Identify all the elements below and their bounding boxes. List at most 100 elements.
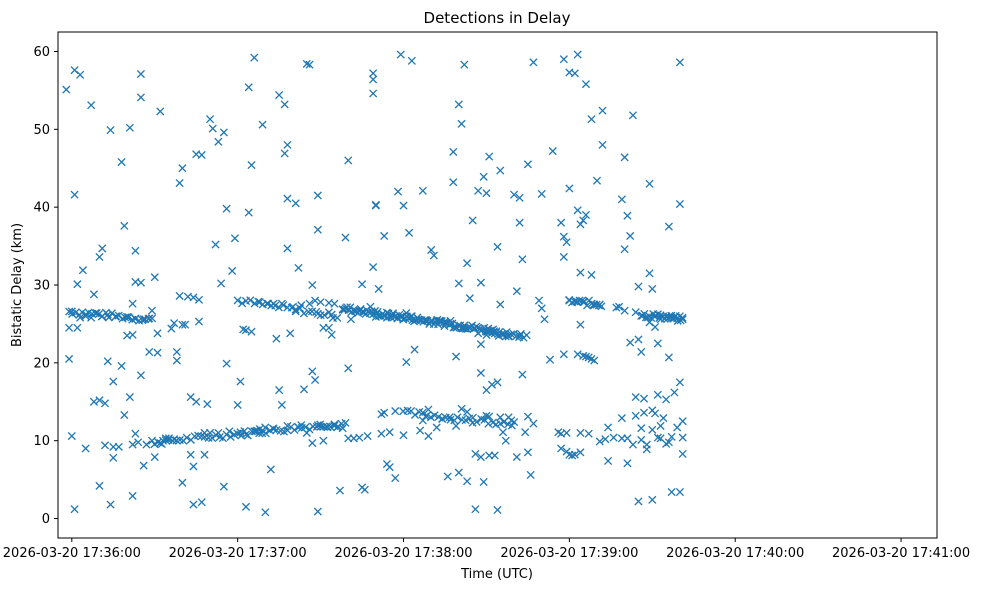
data-point (628, 111, 638, 120)
data-point (255, 429, 264, 438)
data-point (612, 303, 621, 312)
data-point (141, 315, 150, 324)
data-point (172, 356, 181, 365)
data-point (416, 426, 425, 435)
data-point (175, 178, 184, 188)
data-point (70, 505, 79, 514)
data-point (136, 69, 145, 79)
data-point (280, 149, 289, 158)
data-point (247, 161, 256, 170)
data-point (205, 115, 215, 124)
x-axis: 2026-03-20 17:36:00 2026-03-20 17:37:00 20… (3, 538, 970, 561)
data-point (427, 245, 436, 255)
data-point (189, 500, 198, 509)
data-point (639, 394, 649, 403)
y-tick-label: 0 (42, 512, 50, 527)
data-point (167, 324, 176, 333)
data-point (104, 313, 113, 322)
data-point (634, 497, 643, 506)
data-point (534, 296, 544, 305)
data-point (490, 451, 499, 460)
data-point (399, 431, 408, 440)
data-point (294, 263, 303, 272)
data-point (335, 486, 345, 495)
data-point (341, 233, 350, 242)
data-point (522, 331, 531, 340)
data-point (678, 433, 687, 442)
data-point (496, 300, 505, 309)
data-point (581, 210, 591, 219)
data-point (598, 106, 607, 115)
data-point (548, 147, 557, 156)
data-point (385, 428, 394, 437)
data-point (493, 505, 502, 515)
data-point (78, 266, 87, 275)
data-point (236, 377, 245, 386)
data-point (499, 417, 508, 427)
data-point (662, 395, 671, 404)
data-point (125, 393, 134, 402)
data-point (573, 206, 582, 215)
data-point (460, 60, 469, 69)
data-point (656, 421, 665, 430)
data-point (214, 137, 223, 146)
data-point (308, 280, 317, 290)
data-point (512, 287, 521, 296)
data-point (587, 115, 596, 124)
data-point (100, 399, 110, 408)
data-point (170, 319, 179, 328)
x-tick-label: 2026-03-20 17:40:00 (666, 546, 804, 561)
data-point (120, 410, 129, 420)
data-point (648, 495, 657, 504)
data-point (648, 425, 657, 434)
data-point (493, 378, 502, 387)
data-point (197, 498, 206, 507)
data-point (147, 306, 157, 315)
data-point (153, 348, 162, 357)
data-point (443, 472, 452, 481)
data-point (580, 297, 589, 306)
data-point (319, 436, 328, 445)
data-point (360, 485, 369, 494)
data-point (70, 190, 79, 199)
data-point (523, 160, 532, 169)
data-point (432, 423, 441, 432)
data-point (134, 438, 143, 447)
data-point (584, 429, 593, 438)
data-point (204, 433, 213, 442)
data-point (89, 290, 98, 299)
data-point (512, 452, 521, 462)
data-point (631, 411, 640, 420)
data-point (136, 278, 145, 287)
data-point (664, 222, 673, 231)
data-point (275, 90, 284, 100)
data-point (233, 429, 242, 438)
data-point (369, 69, 378, 78)
data-point (247, 427, 256, 436)
data-point (476, 340, 485, 349)
data-point (323, 423, 332, 432)
data-point (136, 93, 145, 102)
data-point (650, 409, 660, 418)
data-point (346, 315, 356, 324)
data-point (424, 431, 433, 441)
data-point (597, 302, 606, 311)
data-points (62, 50, 687, 517)
x-tick-label: 2026-03-20 17:38:00 (334, 546, 472, 561)
data-point (95, 252, 104, 262)
data-point (87, 309, 97, 318)
data-point (526, 470, 535, 480)
data-point (645, 179, 654, 188)
data-point (246, 296, 255, 305)
data-point (125, 123, 134, 132)
data-point (241, 502, 251, 511)
data-point (482, 189, 491, 198)
data-point (117, 361, 126, 371)
data-point (311, 375, 320, 385)
data-point (568, 451, 577, 460)
data-point (615, 302, 624, 311)
data-point (301, 423, 310, 432)
data-point (515, 193, 524, 202)
data-point (344, 364, 353, 373)
data-point (148, 314, 157, 323)
